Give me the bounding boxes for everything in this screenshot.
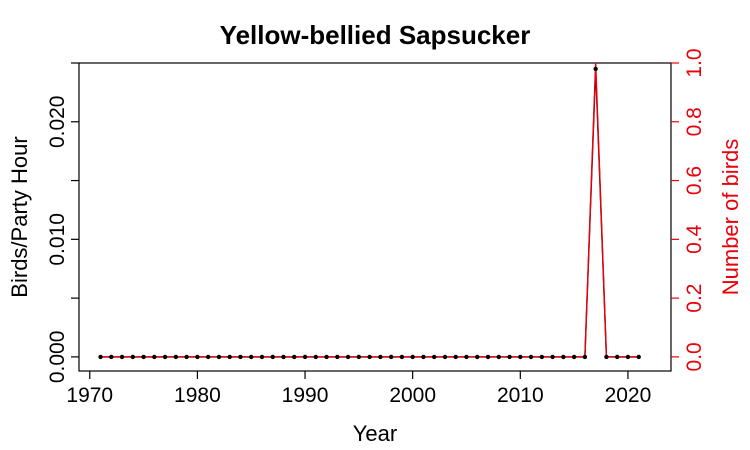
x-axis-label: Year — [353, 421, 397, 446]
data-point — [259, 354, 265, 360]
y-tick-label-left: 0.020 — [46, 95, 69, 148]
data-point — [539, 354, 545, 360]
data-point — [345, 354, 351, 360]
plot-frame — [78, 62, 672, 372]
x-tick-label: 1970 — [66, 384, 113, 407]
data-point — [550, 354, 555, 360]
y-tick-label-right: 0.4 — [683, 224, 706, 254]
data-point — [227, 354, 232, 360]
data-point — [292, 354, 297, 360]
data-point — [216, 354, 222, 360]
y-axis-left: 0.000 0.010 0.020 — [46, 62, 79, 384]
y-tick-label-right: 0.0 — [683, 342, 706, 371]
data-point — [356, 354, 362, 360]
data-point — [205, 354, 211, 360]
x-tick-label: 2000 — [389, 384, 436, 407]
data-point — [442, 354, 448, 360]
x-tick-label: 1980 — [174, 384, 221, 407]
data-point — [98, 354, 103, 360]
chart-title: Yellow-bellied Sapsucker — [220, 20, 531, 50]
series-layer — [98, 62, 641, 360]
data-point — [528, 354, 534, 360]
data-point — [614, 354, 620, 360]
series-line-birds-per-party-hour — [100, 68, 639, 358]
data-point — [302, 354, 308, 360]
x-tick-label: 1990 — [282, 384, 329, 407]
data-point — [604, 354, 609, 360]
data-point — [238, 354, 243, 360]
data-point — [109, 354, 114, 360]
data-point — [249, 354, 254, 360]
y-tick-label-right: 0.2 — [683, 284, 706, 313]
y-axis-label-right: Number of birds — [718, 139, 743, 296]
data-point — [582, 354, 588, 360]
data-point — [173, 354, 179, 360]
data-point — [119, 354, 125, 360]
y-tick-label-right: 0.8 — [683, 107, 706, 136]
data-point — [475, 354, 480, 360]
y-axis-label-left: Birds/Party Hour — [7, 136, 32, 297]
data-point — [270, 354, 275, 360]
data-point — [507, 354, 512, 360]
data-point — [184, 354, 189, 360]
data-point — [571, 354, 577, 360]
data-point — [195, 354, 200, 360]
data-point — [561, 354, 566, 360]
data-point — [496, 354, 501, 360]
data-point — [378, 354, 383, 360]
data-point — [130, 354, 136, 360]
data-point — [593, 66, 598, 72]
y-tick-label-right: 0.6 — [683, 166, 706, 195]
y-tick-label-left: 0.000 — [46, 331, 69, 384]
data-point — [324, 354, 329, 360]
data-point — [421, 354, 426, 360]
data-point — [485, 354, 491, 360]
data-point — [453, 354, 458, 360]
data-point — [399, 354, 405, 360]
data-point — [367, 354, 372, 360]
data-point — [162, 354, 168, 360]
data-point — [313, 354, 318, 360]
y-axis-right: 0.0 0.2 0.4 0.6 0.8 1.0 — [671, 48, 706, 371]
data-point — [141, 354, 146, 360]
data-point — [152, 354, 157, 360]
y-tick-label-right: 1.0 — [683, 48, 706, 77]
data-point — [625, 354, 631, 360]
data-point — [432, 354, 437, 360]
data-point — [518, 354, 523, 360]
data-point — [335, 354, 340, 360]
data-point — [410, 354, 415, 360]
data-point — [388, 354, 394, 360]
data-point — [464, 354, 469, 360]
series-line-number-of-birds — [100, 62, 639, 358]
x-tick-label: 2020 — [605, 384, 652, 407]
data-point — [636, 354, 641, 360]
y-tick-label-left: 0.010 — [46, 213, 69, 266]
data-point — [281, 354, 286, 360]
x-tick-label: 2010 — [497, 384, 544, 407]
x-axis: 1970 1980 1990 2000 2010 2020 — [66, 371, 651, 407]
